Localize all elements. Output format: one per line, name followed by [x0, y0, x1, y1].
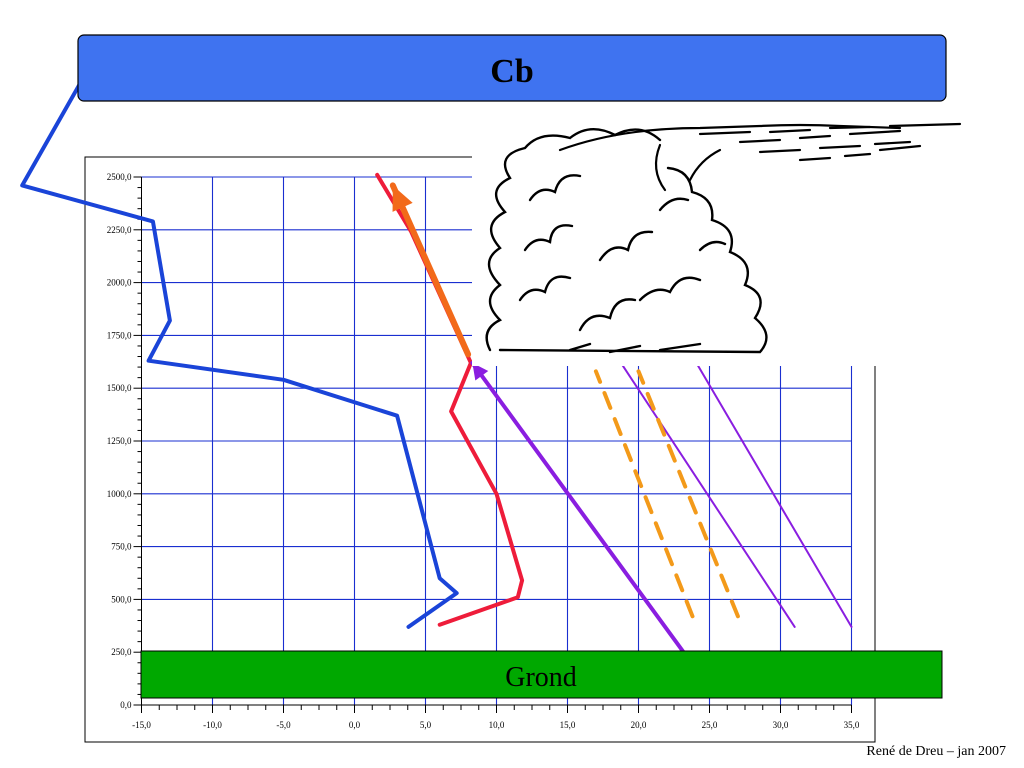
sounding-lines: [20, 48, 853, 661]
y-tick-label: 750,0: [111, 542, 132, 552]
x-tick-label: 10,0: [489, 720, 505, 730]
y-tick-label: 1000,0: [107, 489, 132, 499]
y-tick-label: 2500,0: [107, 172, 132, 182]
y-tick-label: 0,0: [120, 700, 132, 710]
x-tick-label: -15,0: [132, 720, 151, 730]
y-tick-label: 1750,0: [107, 330, 132, 340]
title-banner-label: Cb: [490, 53, 533, 90]
y-tick-label: 2000,0: [107, 278, 132, 288]
ground-bar: [140, 650, 943, 699]
dewpoint-line: [20, 48, 459, 629]
y-tick-label: 2250,0: [107, 225, 132, 235]
x-tick-label: 5,0: [420, 720, 432, 730]
x-tick-label: 30,0: [773, 720, 789, 730]
cloud-ascent-line: [389, 182, 472, 358]
x-tick-label: 35,0: [844, 720, 860, 730]
wet-adiabat-line: [593, 369, 695, 619]
y-tick-label: 1250,0: [107, 436, 132, 446]
dry-adiabat-line: [594, 323, 796, 628]
x-tick-label: -5,0: [276, 720, 291, 730]
wet-adiabat-line: [636, 369, 740, 619]
x-axis: -15,0 -10,0 -5,0 0,0 5,0 10,0 15,0 20,0 25,0 30,0…: [132, 704, 860, 730]
y-tick-label: 1500,0: [107, 383, 132, 393]
x-tick-label: -10,0: [203, 720, 222, 730]
y-axis: 0,0 250,0 500,0 750,0 1000,0 1250,0 1500,0 1750…: [107, 172, 142, 710]
y-tick-label: 250,0: [111, 647, 132, 657]
x-tick-label: 15,0: [560, 720, 576, 730]
dry-adiabat-line: [673, 323, 853, 628]
x-tick-label: 25,0: [702, 720, 718, 730]
arrow-head-icon: [392, 185, 413, 212]
author-credit: René de Dreu – jan 2007: [866, 744, 1006, 759]
y-tick-label: 500,0: [111, 594, 132, 604]
x-tick-label: 20,0: [631, 720, 647, 730]
cumulonimbus-cloud-icon: [472, 122, 962, 366]
ground-label: Grond: [505, 662, 577, 693]
title-banner: [77, 34, 947, 102]
x-tick-label: 0,0: [349, 720, 361, 730]
dry-adiabat-lifted-line: [470, 360, 691, 661]
arrow-head-icon: [472, 362, 489, 381]
